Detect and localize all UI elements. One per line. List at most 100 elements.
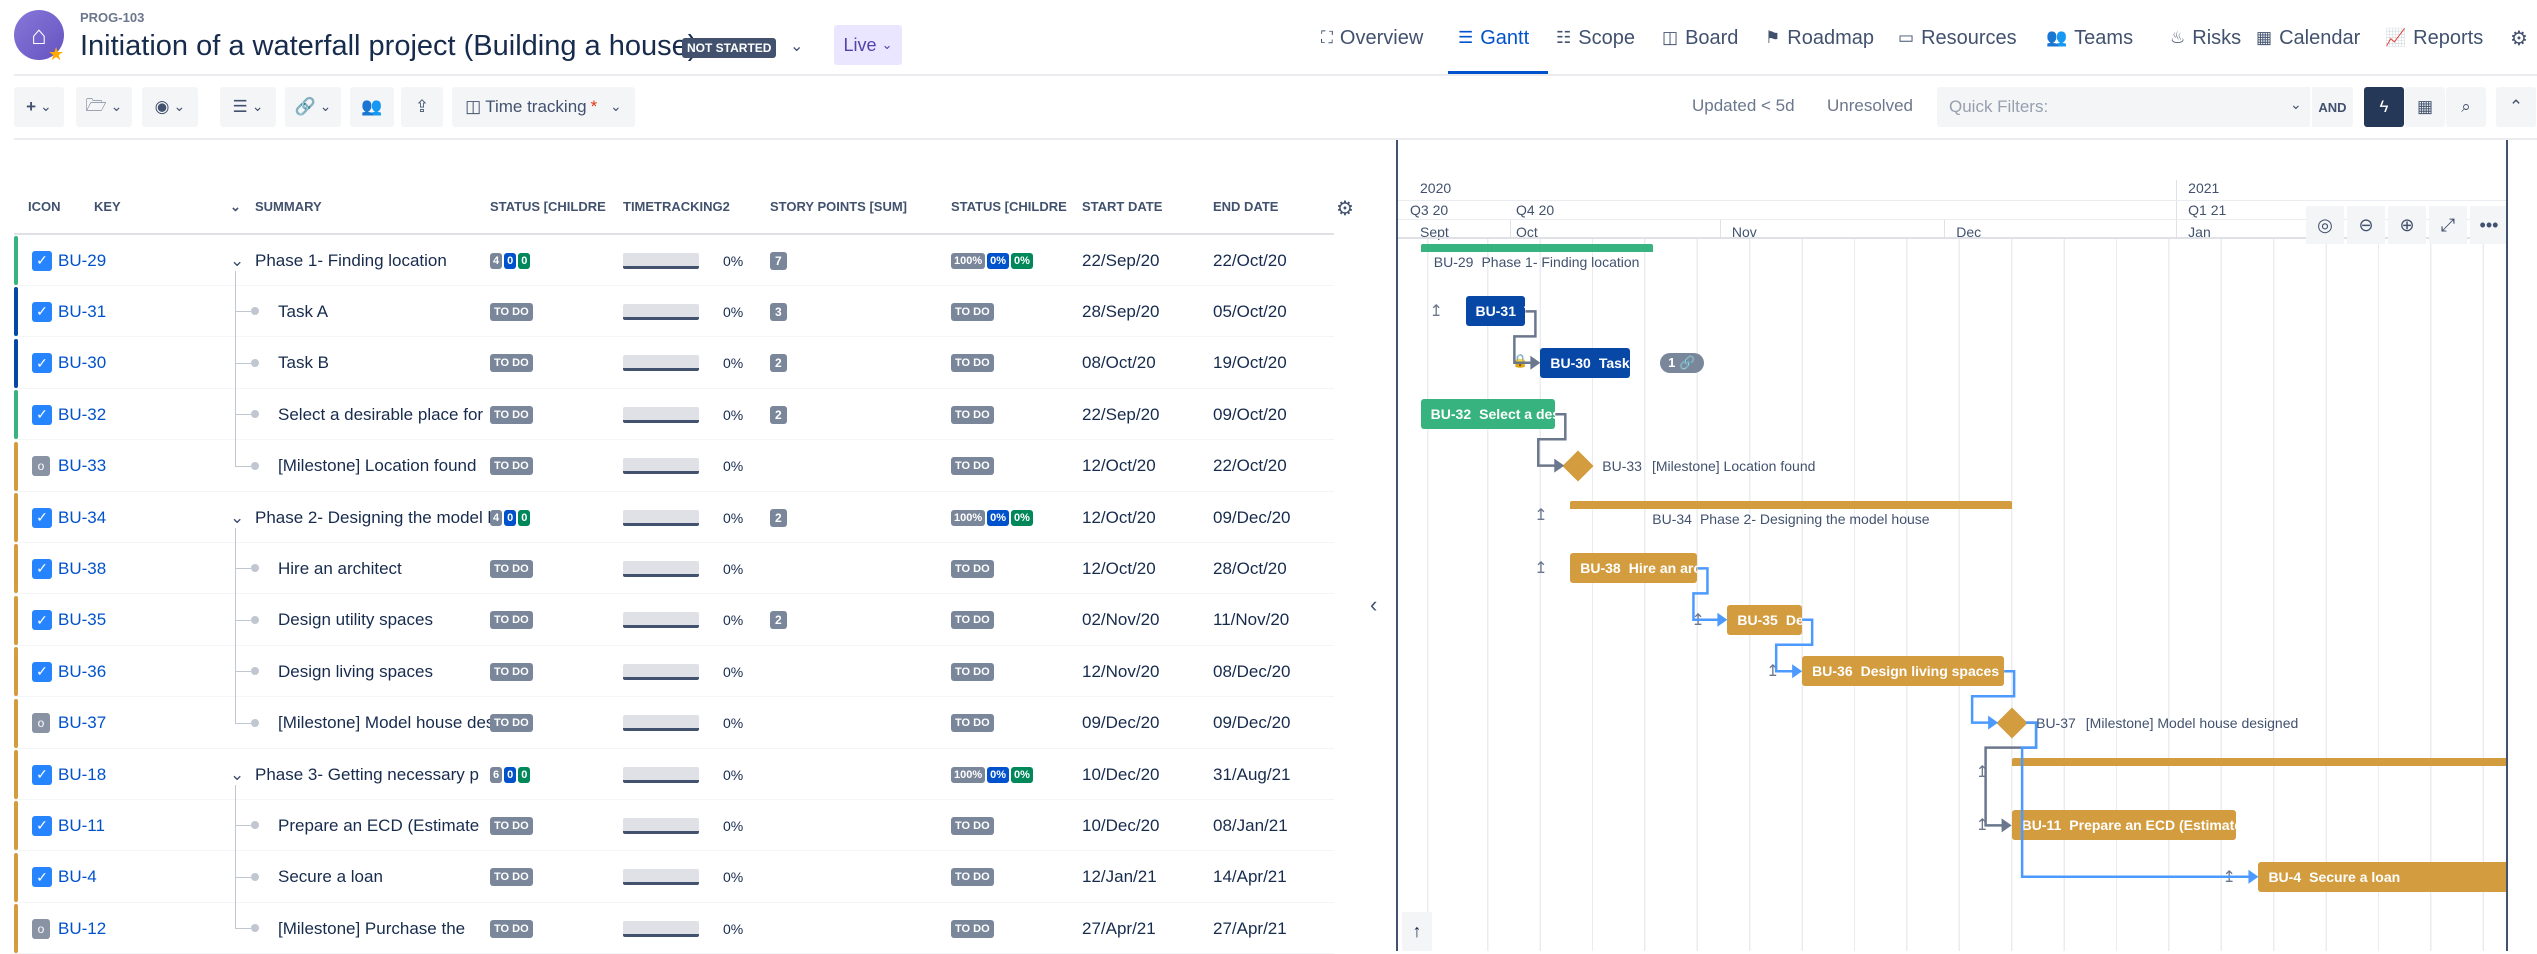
table-row[interactable]: ✓ BU-11 Prepare an ECD (Estimate TO DO 0% TO …	[14, 800, 1334, 852]
chevron-down-icon[interactable]: ⌄	[790, 38, 804, 55]
gantt-task-bar[interactable]: BU-38 Hire an architect	[1570, 553, 1698, 584]
end-date[interactable]: 14/Apr/21	[1213, 867, 1287, 887]
parent-link-icon[interactable]: ↥	[1975, 764, 1989, 781]
end-date[interactable]: 08/Dec/20	[1213, 661, 1291, 681]
start-date[interactable]: 12/Jan/21	[1082, 867, 1157, 887]
infobar[interactable]	[2506, 140, 2537, 951]
quick-filters-input[interactable]: Quick Filters:	[1937, 87, 2310, 127]
gantt-phase-bar[interactable]	[1420, 244, 1653, 252]
summary[interactable]: Design living spaces	[278, 661, 433, 681]
table-row[interactable]: o BU-33 [Milestone] Location found TO DO 0% T…	[14, 441, 1334, 492]
settings-gear-icon[interactable]: ⚙	[2510, 27, 2528, 50]
column-header[interactable]: STATUS [CHILDRE	[490, 199, 606, 214]
end-date[interactable]: 09/Dec/20	[1213, 507, 1291, 527]
start-date[interactable]: 27/Apr/21	[1082, 918, 1156, 938]
tab-scope[interactable]: ☷ Scope	[1556, 24, 1635, 52]
column-header[interactable]: TIMETRACKING2	[623, 199, 730, 214]
time-tracking-dropdown[interactable]: ◫ Time tracking * ⌄	[452, 87, 635, 127]
column-header[interactable]: KEY	[94, 199, 121, 214]
tab-overview[interactable]: ⛶ Overview	[1321, 24, 1423, 52]
issue-key-link[interactable]: BU-12	[58, 918, 107, 938]
gantt-task-bar[interactable]: BU-35 Design utility spaces	[1727, 604, 1803, 635]
summary[interactable]: Secure a loan	[278, 867, 383, 887]
collapse-left-icon[interactable]: ‹	[1370, 592, 1378, 617]
tab-teams[interactable]: 👥 Teams	[2046, 24, 2133, 52]
summary[interactable]: Task A	[278, 301, 329, 321]
more-icon[interactable]: •••	[2470, 206, 2506, 244]
summary[interactable]: Task B	[278, 353, 330, 373]
parent-link-icon[interactable]: ↥	[1534, 507, 1548, 524]
end-date[interactable]: 27/Apr/21	[1213, 918, 1287, 938]
gantt-chart[interactable]: 2020 2021 Q3 20 Q4 20 Q1 21 Sept Oct Nov Dec Jan ◎…	[1396, 140, 2506, 951]
tab-calendar[interactable]: ▦ Calendar	[2256, 24, 2360, 52]
issue-key-link[interactable]: BU-29	[58, 250, 107, 270]
start-date[interactable]: 10/Dec/20	[1082, 815, 1160, 835]
summary[interactable]: Hire an architect	[278, 558, 402, 578]
live-dropdown[interactable]: Live ⌄	[834, 25, 902, 65]
start-date[interactable]: 22/Sep/20	[1082, 404, 1160, 424]
issue-key-link[interactable]: BU-34	[58, 507, 107, 527]
target-icon[interactable]: ◎	[2306, 206, 2344, 244]
table-row[interactable]: ✓ BU-30 Task B TO DO 0% 2 TO DO 08/Oct/20 19/Oct…	[14, 338, 1334, 389]
table-row[interactable]: ✓ BU-38 Hire an architect TO DO 0% TO DO 12/Oc…	[14, 543, 1334, 595]
unresolved-filter[interactable]: Unresolved	[1827, 96, 1913, 115]
table-row[interactable]: o BU-12 [Milestone] Purchase the TO DO 0% TO …	[14, 903, 1334, 954]
summary[interactable]: Phase 1- Finding location	[255, 250, 447, 270]
view-button[interactable]: ◉ ⌄	[142, 87, 198, 127]
status-badge[interactable]: NOT STARTED	[682, 38, 777, 58]
start-date[interactable]: 02/Nov/20	[1082, 610, 1160, 630]
start-date[interactable]: 12/Oct/20	[1082, 456, 1156, 476]
lightning-icon[interactable]: ϟ	[2364, 87, 2404, 127]
team-button[interactable]: 👥	[350, 87, 394, 127]
expand-icon[interactable]: ⤢	[2429, 206, 2467, 244]
issue-key-link[interactable]: BU-36	[58, 661, 107, 681]
table-row[interactable]: ✓ BU-18 ⌄ Phase 3- Getting necessary p 6 0 0 0%…	[14, 749, 1334, 800]
start-date[interactable]: 08/Oct/20	[1082, 353, 1156, 373]
group-button[interactable]: ☰ ⌄	[220, 87, 276, 127]
tab-roadmap[interactable]: ⚑ Roadmap	[1765, 24, 1874, 52]
parent-link-icon[interactable]: ↥	[1691, 611, 1705, 629]
table-row[interactable]: ✓ BU-4 Secure a loan TO DO 0% TO DO 12/Jan/21 1…	[14, 852, 1334, 903]
end-date[interactable]: 28/Oct/20	[1213, 558, 1287, 578]
gear-icon[interactable]: ⚙	[1336, 198, 1354, 220]
start-date[interactable]: 12/Nov/20	[1082, 661, 1160, 681]
zoom-out-icon[interactable]: ⊖	[2347, 206, 2385, 244]
summary[interactable]: Prepare an ECD (Estimate	[278, 815, 480, 835]
parent-link-icon[interactable]: ↥	[1975, 817, 1989, 835]
and-toggle[interactable]: AND	[2312, 87, 2353, 127]
table-row[interactable]: ✓ BU-35 Design utility spaces TO DO 0% 2 TO DO…	[14, 595, 1334, 646]
issue-key-link[interactable]: BU-33	[58, 456, 107, 476]
start-date[interactable]: 28/Sep/20	[1082, 301, 1160, 321]
add-button[interactable]: + ⌄	[14, 87, 64, 127]
start-date[interactable]: 22/Sep/20	[1082, 250, 1160, 270]
expand-chevron-icon[interactable]: ⌄	[230, 250, 245, 270]
collapse-up-icon[interactable]: ⌃	[2496, 87, 2536, 127]
tab-resources[interactable]: ▭ Resources	[1898, 24, 2017, 52]
issue-key-link[interactable]: BU-11	[58, 815, 105, 835]
link-button[interactable]: 🔗 ⌄	[285, 87, 341, 127]
gantt-task-bar[interactable]: BU-11 Prepare an ECD (Estimate	[2011, 810, 2236, 841]
start-date[interactable]: 12/Oct/20	[1082, 558, 1156, 578]
parent-link-icon[interactable]: ↥	[1534, 560, 1548, 578]
end-date[interactable]: 11/Nov/20	[1213, 610, 1290, 630]
issue-key-link[interactable]: BU-31	[58, 301, 107, 321]
end-date[interactable]: 08/Jan/21	[1213, 815, 1288, 835]
end-date[interactable]: 09/Dec/20	[1213, 713, 1291, 733]
parent-link-icon[interactable]: ↥	[1429, 303, 1443, 321]
gantt-task-bar[interactable]: BU-4 Secure a loan	[2258, 861, 2506, 892]
summary[interactable]: Phase 3- Getting necessary p	[255, 764, 479, 784]
summary[interactable]: Select a desirable place for	[278, 404, 484, 424]
summary[interactable]: Phase 2- Designing the model house	[255, 507, 490, 527]
summary[interactable]: [Milestone] Location found	[278, 456, 477, 476]
gantt-task-bar[interactable]: BU-36 Design living spaces	[1802, 656, 2005, 687]
table-row[interactable]: ✓ BU-32 Select a desirable place for TO DO 0…	[14, 389, 1334, 441]
gantt-phase-bar[interactable]	[1570, 501, 2012, 509]
parent-link-icon[interactable]: ↥	[2222, 868, 2236, 886]
end-date[interactable]: 31/Aug/21	[1213, 764, 1291, 784]
chevron-down-icon[interactable]: ⌄	[2290, 96, 2302, 112]
link-count-badge[interactable]: 1 🔗	[1660, 352, 1704, 373]
end-date[interactable]: 09/Oct/20	[1213, 404, 1287, 424]
column-header[interactable]: STORY POINTS [SUM]	[770, 199, 907, 214]
export-button[interactable]: ⇪	[401, 87, 443, 127]
